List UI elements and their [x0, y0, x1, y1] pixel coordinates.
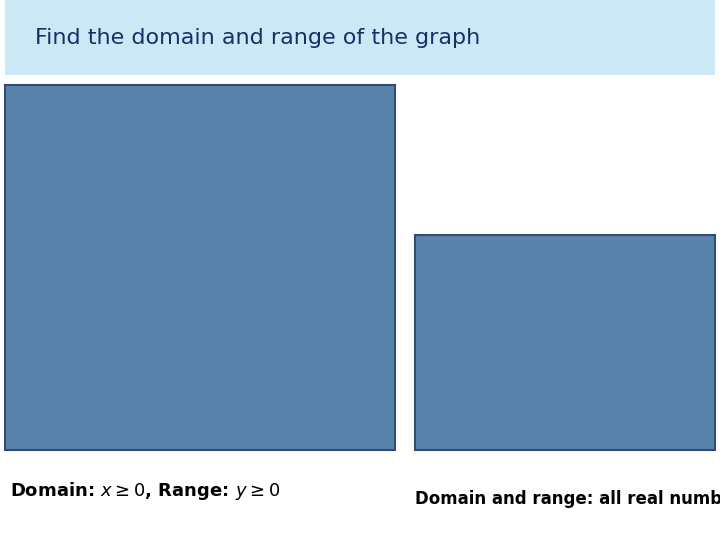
Bar [5, 85, 395, 450]
Text: Domain: $x \geq 0$, Range: $y \geq 0$: Domain: $x \geq 0$, Range: $y \geq 0$ [10, 480, 280, 502]
Text: Domain and range: all real numbers: Domain and range: all real numbers [415, 490, 720, 508]
Bar [415, 235, 715, 450]
Bar [5, 0, 715, 75]
Text: Find the domain and range of the graph: Find the domain and range of the graph [35, 28, 480, 48]
